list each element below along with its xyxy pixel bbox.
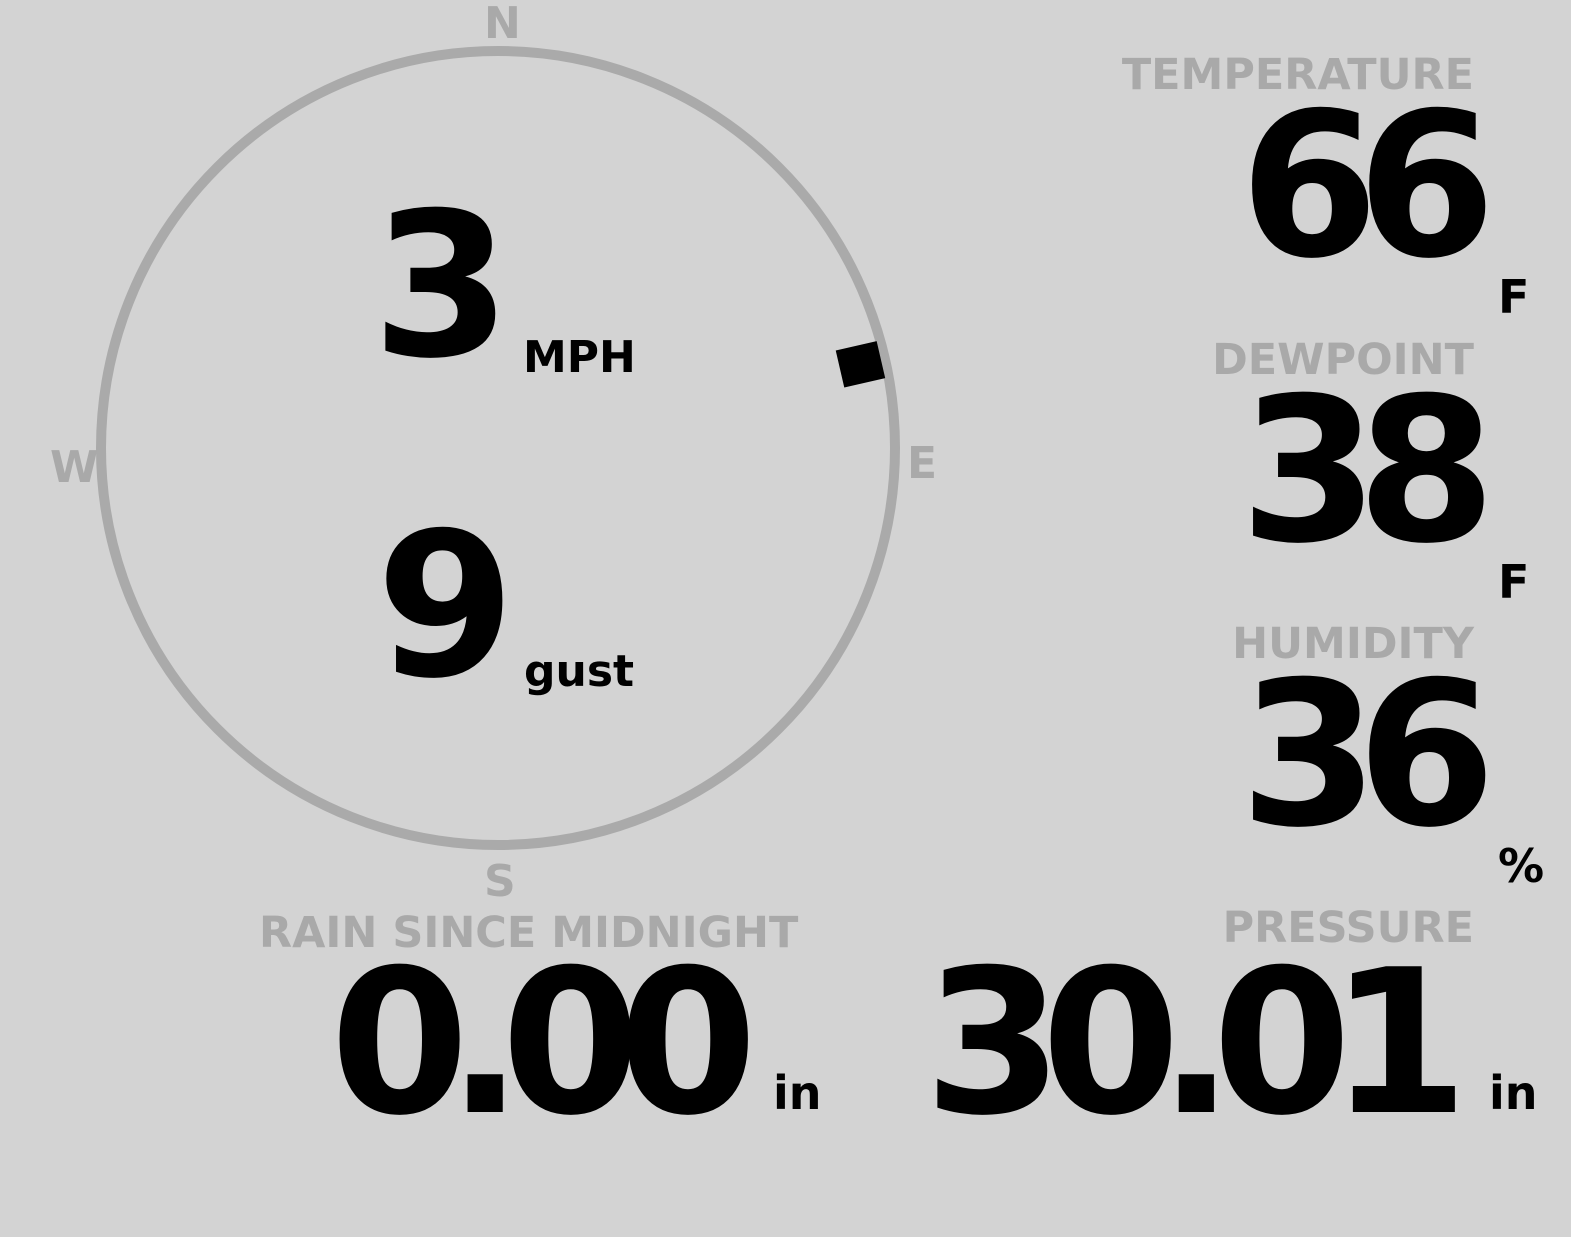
rain-label: RAIN SINCE MIDNIGHT (259, 908, 799, 958)
humidity-unit: % (1498, 839, 1545, 893)
temperature-value: 66 (1239, 70, 1496, 303)
temperature-unit: F (1498, 270, 1530, 324)
wind-direction-marker (835, 341, 886, 388)
rain-value: 0.00 (330, 927, 757, 1160)
wind-speed-unit: MPH (523, 332, 636, 383)
temperature-label: TEMPERATURE (1121, 50, 1474, 100)
dewpoint-card: DEWPOINT 38 F (1212, 335, 1529, 615)
wind-gust-unit: gust (524, 646, 635, 697)
compass-e: E (907, 438, 938, 489)
pressure-unit: in (1489, 1066, 1538, 1120)
humidity-card: HUMIDITY 36% (1232, 619, 1544, 899)
pressure-value: 30.01 (924, 927, 1469, 1160)
rain-unit: in (773, 1066, 822, 1120)
dewpoint-label: DEWPOINT (1212, 335, 1474, 385)
humidity-label: HUMIDITY (1232, 619, 1474, 669)
wind-gust-value: 9 (376, 490, 515, 723)
wind-compass: N E S W 3 MPH 9 gust (0, 0, 1000, 910)
compass-w: W (50, 442, 99, 493)
wind-speed-value: 3 (372, 170, 511, 403)
pressure-label: PRESSURE (1222, 903, 1474, 953)
compass-s: S (484, 856, 516, 907)
temperature-card: TEMPERATURE 66 F (1121, 50, 1530, 330)
compass-n: N (484, 0, 521, 49)
dewpoint-value: 38 (1239, 355, 1496, 588)
dewpoint-unit: F (1498, 555, 1530, 609)
humidity-value: 36 (1239, 639, 1496, 872)
compass-ring (96, 46, 900, 850)
